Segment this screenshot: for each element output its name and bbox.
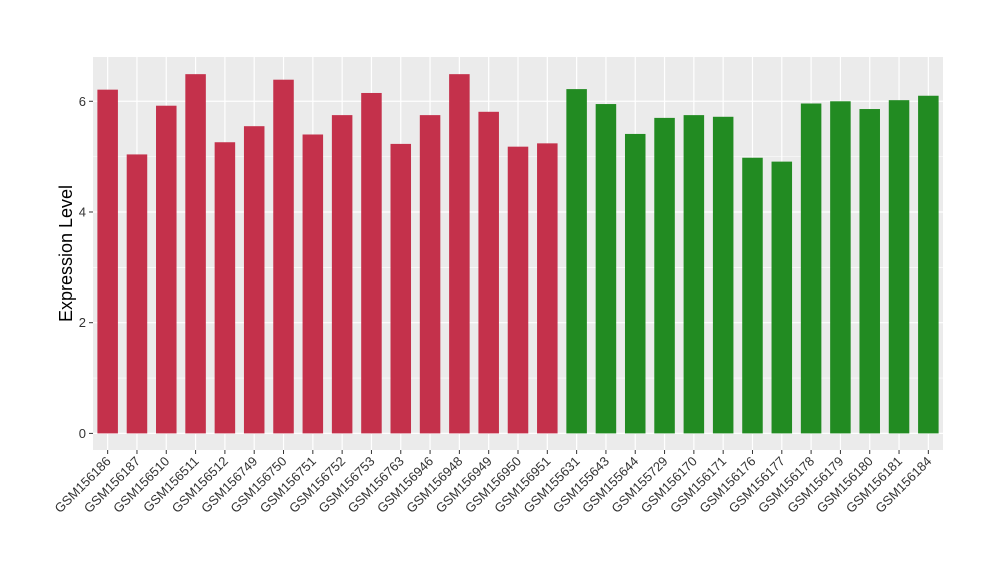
x-axis: GSM156186GSM156187GSM156510GSM156511GSM1… — [52, 450, 934, 516]
bar-GSM156179 — [830, 101, 851, 434]
bar-GSM155729 — [654, 117, 675, 434]
y-tick-label: 0 — [79, 426, 86, 441]
bar-GSM156951 — [537, 143, 558, 434]
bar-GSM156176 — [742, 157, 763, 434]
bar-GSM156177 — [771, 161, 793, 434]
bar-GSM156752 — [331, 115, 353, 434]
bar-GSM156763 — [390, 143, 412, 434]
y-tick-label: 2 — [79, 315, 86, 330]
bar-GSM155644 — [624, 133, 646, 434]
bar-GSM156949 — [478, 111, 499, 434]
bar-GSM156186 — [97, 89, 118, 434]
bar-GSM156950 — [507, 146, 529, 434]
bar-GSM156184 — [918, 95, 939, 434]
y-tick-label: 4 — [79, 204, 86, 219]
bar-GSM156948 — [449, 74, 470, 434]
bar-GSM156753 — [361, 92, 382, 434]
y-tick-label: 6 — [79, 94, 86, 109]
bar-GSM156181 — [888, 100, 910, 434]
bar-GSM155643 — [595, 104, 617, 434]
bar-GSM156170 — [683, 115, 705, 434]
bar-GSM156946 — [419, 115, 441, 434]
bar-GSM156750 — [273, 79, 294, 434]
bar-GSM156510 — [156, 105, 177, 434]
bar-GSM156512 — [214, 142, 236, 434]
bar-GSM156751 — [302, 134, 324, 434]
bar-GSM156180 — [859, 109, 880, 434]
bar-GSM156749 — [243, 126, 265, 434]
bar-GSM156511 — [185, 74, 206, 434]
bar-GSM156178 — [800, 103, 822, 434]
bars — [97, 74, 939, 434]
bar-GSM155631 — [566, 89, 587, 434]
y-axis-title: Expression Level — [56, 185, 76, 322]
bar-GSM156171 — [712, 116, 734, 434]
bar-GSM156187 — [126, 154, 148, 434]
y-axis: 0 2 4 6 — [79, 94, 93, 441]
